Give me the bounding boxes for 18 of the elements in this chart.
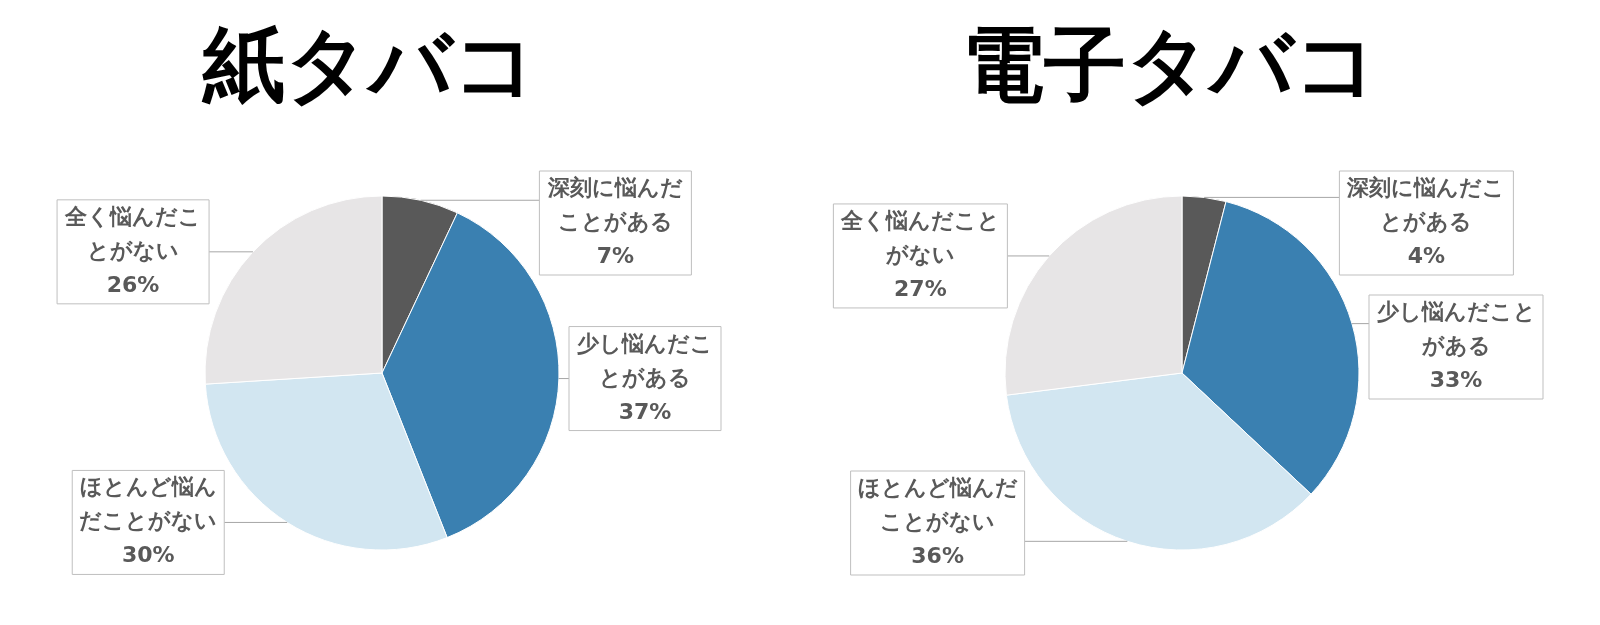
slice-label: 全く悩んだことがない	[839, 207, 1000, 267]
slice-label: 深刻に悩んだことがある	[1346, 175, 1506, 234]
data-label: 30%	[121, 542, 175, 568]
data-label: 4%	[1407, 243, 1446, 268]
data-label: 37%	[618, 398, 672, 424]
slice-label: 深刻に悩んだことがある	[546, 175, 683, 234]
data-label: 36%	[911, 543, 964, 568]
slice-label: 全く悩んだことがない	[64, 203, 202, 263]
chart-title: 電子タバコ	[962, 17, 1378, 112]
data-label: 7%	[596, 243, 635, 268]
slice-label: 少し悩んだことがある	[1376, 299, 1536, 358]
slice-label: ほとんど悩んだことがない	[857, 475, 1018, 534]
data-label: 27%	[894, 275, 947, 301]
chart-title: 紙タバコ	[201, 17, 537, 112]
data-label: 26%	[106, 271, 160, 297]
slice-label: ほとんど悩んだことがない	[79, 474, 218, 534]
data-label: 33%	[1429, 367, 1483, 392]
slice-label: 少し悩んだことがある	[577, 330, 713, 390]
